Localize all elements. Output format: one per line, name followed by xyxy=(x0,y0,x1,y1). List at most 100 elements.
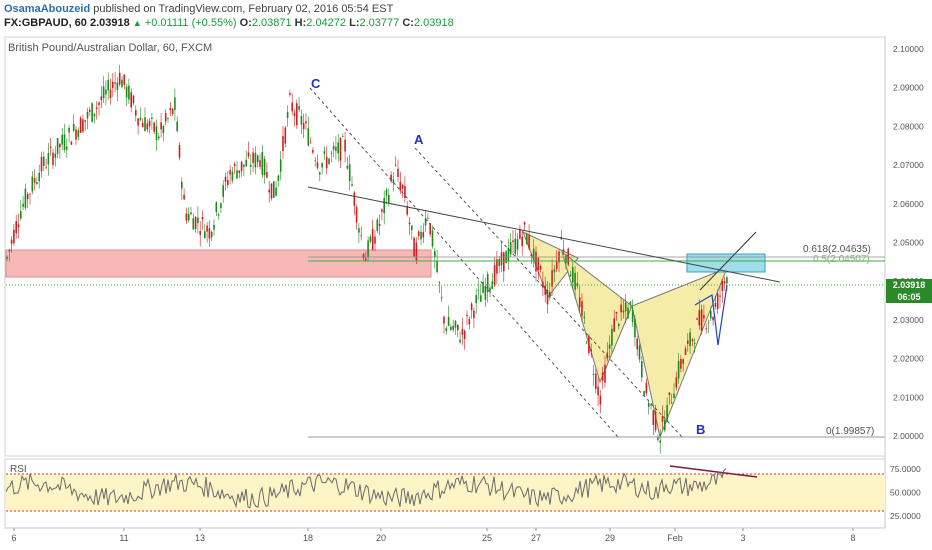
author-link[interactable]: OsamaAbouzeid xyxy=(4,3,91,15)
candle-body xyxy=(507,247,510,262)
candle-body xyxy=(259,160,261,167)
candle-body xyxy=(532,248,535,262)
candle-body xyxy=(256,155,259,163)
candle-body xyxy=(486,273,489,292)
candle-body xyxy=(721,280,724,292)
candle-body xyxy=(144,117,146,132)
rsi-label: RSI xyxy=(10,464,27,475)
candle-body xyxy=(360,235,362,237)
candle-body xyxy=(371,229,374,250)
candle-body xyxy=(139,117,142,120)
candle-body xyxy=(86,111,89,119)
candle-body xyxy=(66,146,68,150)
candle-body xyxy=(153,122,155,132)
candle-body xyxy=(197,217,199,224)
candle-body xyxy=(657,436,659,440)
candle-body xyxy=(388,194,390,203)
candle-body xyxy=(595,373,597,389)
candle-body xyxy=(496,259,498,274)
resistance-zone[interactable] xyxy=(5,249,432,278)
date-tick-label: 3 xyxy=(740,533,745,543)
candle-body xyxy=(344,139,346,152)
candle-body xyxy=(620,304,622,313)
candle-body xyxy=(192,218,195,230)
candle-body xyxy=(45,167,47,169)
candle-body xyxy=(116,82,119,90)
candle-body xyxy=(302,122,305,130)
candle-body xyxy=(164,113,167,122)
candle-body xyxy=(348,164,351,181)
trendline-breakout[interactable] xyxy=(699,231,757,291)
candle-body xyxy=(323,151,326,154)
candle-body xyxy=(227,180,229,185)
candle-body xyxy=(201,216,204,220)
candle-body xyxy=(261,152,264,175)
candle-body xyxy=(29,193,31,195)
date-tick-label: 8 xyxy=(850,533,855,543)
price-tick-label: 2.03000 xyxy=(893,315,924,325)
rsi-band xyxy=(6,474,885,511)
candle-body xyxy=(535,251,537,272)
candle-body xyxy=(309,141,312,143)
candle-body xyxy=(647,402,650,407)
candle-body xyxy=(13,229,15,244)
candle-body xyxy=(146,123,149,130)
rsi-divergence-line[interactable] xyxy=(669,465,758,478)
candle-body xyxy=(450,326,452,330)
harmonic-leg-3[interactable] xyxy=(631,267,728,439)
candle-body xyxy=(321,163,323,168)
candle-body xyxy=(592,373,595,375)
close-value: 2.03918 xyxy=(413,17,454,29)
candle-body xyxy=(374,236,376,244)
price-tick-label: 2.06000 xyxy=(893,199,924,209)
candle-body xyxy=(477,289,480,291)
date-tick-label: 18 xyxy=(303,533,313,543)
candle-body xyxy=(93,113,96,117)
candle-body xyxy=(597,386,599,396)
rsi-tick-label: 25.0000 xyxy=(890,511,921,521)
candle-body xyxy=(468,318,471,325)
candle-body xyxy=(125,86,128,98)
candle-body xyxy=(427,217,429,219)
candle-body xyxy=(516,239,519,250)
candle-body xyxy=(40,156,43,172)
candle-body xyxy=(622,310,625,313)
candle-body xyxy=(549,291,551,298)
candle-body xyxy=(220,203,222,209)
candle-body xyxy=(63,134,66,150)
candle-body xyxy=(680,358,682,369)
candle-body xyxy=(700,309,703,331)
candle-body xyxy=(503,252,505,272)
candle-body xyxy=(710,311,712,319)
candle-body xyxy=(569,274,572,277)
high-value: 2.04272 xyxy=(306,17,347,29)
candle-body xyxy=(245,159,247,167)
candle-body xyxy=(233,163,236,166)
rsi-tick-label: 75.0000 xyxy=(890,464,921,474)
candle-body xyxy=(33,178,36,183)
candle-body xyxy=(254,152,257,168)
candle-body xyxy=(277,175,280,181)
candle-body xyxy=(351,184,353,186)
candle-body xyxy=(576,283,579,287)
projected-path[interactable] xyxy=(694,284,728,346)
low-value: 2.03777 xyxy=(359,17,400,29)
rsi-axis: 75.0000 50.0000 25.0000 xyxy=(890,464,921,521)
candle-body xyxy=(162,126,165,134)
candle-body xyxy=(482,281,484,293)
candle-body xyxy=(158,136,160,139)
trendline-resistance[interactable] xyxy=(307,186,781,283)
close-label: C: xyxy=(402,17,414,29)
candle-body xyxy=(102,86,105,99)
candle-body xyxy=(342,136,344,138)
candle-body xyxy=(399,181,402,191)
candle-body xyxy=(109,89,112,99)
candle-body xyxy=(562,249,565,252)
candle-body xyxy=(392,179,395,184)
candle-body xyxy=(362,254,365,259)
candle-body xyxy=(627,307,629,319)
candle-body xyxy=(194,216,197,230)
candle-body xyxy=(339,138,342,161)
candle-body xyxy=(70,141,73,145)
